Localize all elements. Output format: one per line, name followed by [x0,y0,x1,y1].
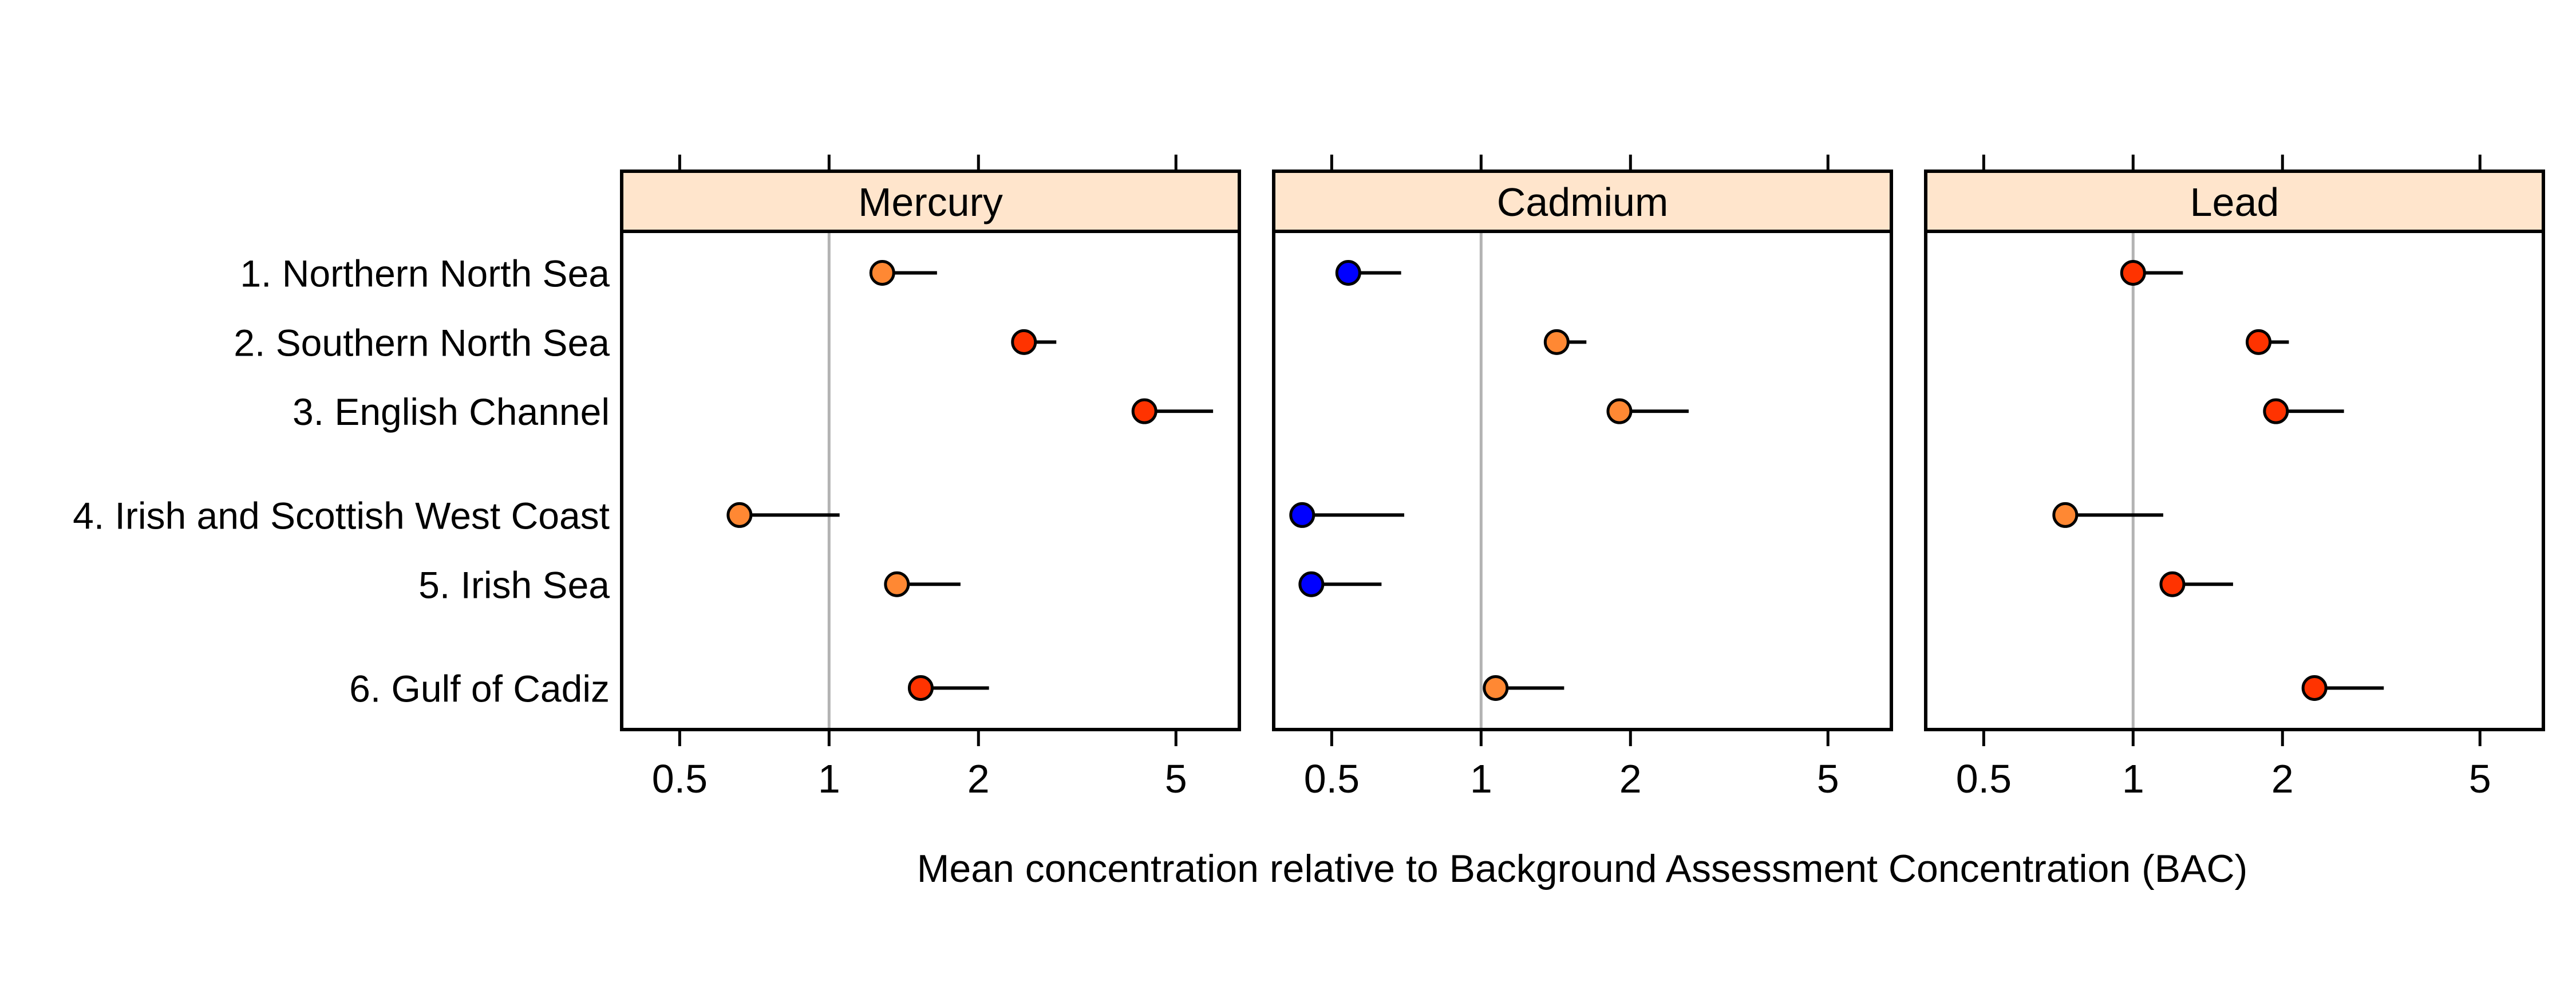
row-label: 6. Gulf of Cadiz [349,668,610,710]
data-point [2246,329,2272,355]
data-point [2052,502,2079,528]
data-point [869,260,895,286]
x-tick-label: 2 [2271,756,2294,801]
row-labels: 1. Northern North Sea 2. Southern North S… [73,253,610,710]
panel-lead: Lead 0.5 1 2 5 [1924,155,2545,801]
panel-border [1272,230,1893,731]
plot-area [1274,231,1891,730]
data-point [907,675,934,701]
data-point [1131,398,1157,424]
plot-area [622,231,1239,730]
data-point [1543,329,1570,355]
panel-title: Mercury [858,180,1003,224]
row-label: 1. Northern North Sea [240,253,610,295]
data-point [2301,675,2328,701]
data-point [2120,260,2146,286]
data-point [1606,398,1633,424]
data-point [1483,675,1509,701]
panel-border [620,230,1241,731]
data-point [2159,571,2186,597]
x-tick-label: 1 [2122,756,2144,801]
panel-strip [1272,170,1893,233]
data-point [726,502,753,528]
x-tick-label: 5 [1165,756,1187,801]
x-tick-label: 2 [1619,756,1642,801]
data-point [2263,398,2289,424]
data-point [1289,502,1315,528]
x-tick-label: 0.5 [652,756,708,801]
plot-area [1926,231,2543,730]
panel-mercury: Mercury 0.5 1 2 5 [620,155,1241,801]
x-tick-label: 5 [2469,756,2491,801]
data-point [1335,260,1361,286]
data-point [1298,571,1325,597]
panel-cadmium: Cadmium 0.5 1 2 5 [1272,155,1893,801]
x-tick-label: 0.5 [1304,756,1360,801]
x-axis-title: Mean concentration relative to Backgroun… [917,847,2248,890]
panel-border [1924,230,2545,731]
x-tick-label: 1 [1470,756,1492,801]
row-label: 3. English Channel [293,391,610,433]
x-tick-label: 2 [967,756,990,801]
row-label: 2. Southern North Sea [234,321,610,364]
data-point [1011,329,1037,355]
row-label: 5. Irish Sea [418,563,610,606]
x-tick-label: 0.5 [1956,756,2012,801]
x-tick-label: 5 [1817,756,1839,801]
panel-title: Lead [2190,180,2279,224]
panels: Mercury 0.5 1 2 5 Cadmium 0.5 1 2 5 Lead 0.5 1 2 5 [620,155,2545,801]
data-point [884,571,910,597]
x-tick-label: 1 [818,756,840,801]
panel-title: Cadmium [1497,180,1669,224]
row-label: 4. Irish and Scottish West Coast [73,494,610,537]
